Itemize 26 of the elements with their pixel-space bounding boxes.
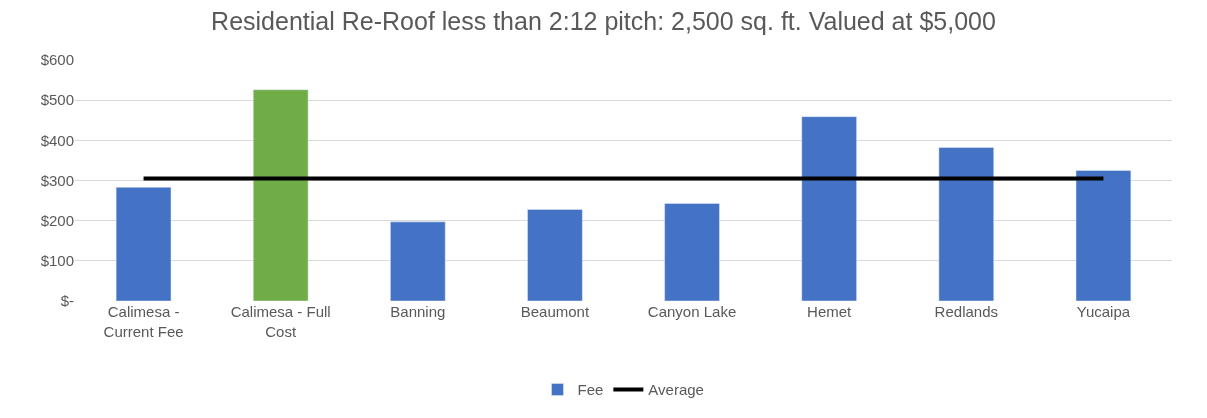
y-tick-label: $200 (40, 211, 74, 229)
x-tick-label: Calimesa - Full Cost (230, 303, 331, 340)
bar (938, 147, 994, 301)
x-tick-label: Redlands (934, 303, 999, 320)
bar (801, 116, 857, 301)
x-tick-label: Canyon Lake (647, 303, 737, 320)
bar (253, 89, 309, 301)
y-tick-label: $300 (40, 171, 74, 189)
chart-title: Residential Re-Roof less than 2:12 pitch: 2,500 sq. ft. Valued at $5,000 (211, 7, 996, 36)
bar (1075, 170, 1132, 301)
y-tick-label: $- (60, 292, 74, 310)
y-tick-label: $400 (40, 131, 74, 149)
x-tick-label: Calimesa - Current Fee (103, 303, 184, 340)
legend-label: Average (648, 381, 704, 399)
bar (527, 209, 583, 301)
y-tick-label: $500 (40, 91, 74, 109)
bar (390, 221, 446, 301)
bar (664, 203, 720, 301)
x-tick-label: Beaumont (520, 303, 590, 320)
bar (115, 187, 172, 301)
legend-label: Fee (577, 381, 604, 399)
x-tick-label: Yucaipa (1076, 303, 1131, 320)
y-tick-label: $100 (40, 252, 74, 270)
y-tick-label: $600 (40, 51, 74, 69)
x-tick-label: Hemet (807, 303, 853, 320)
x-tick-label: Banning (390, 303, 446, 320)
